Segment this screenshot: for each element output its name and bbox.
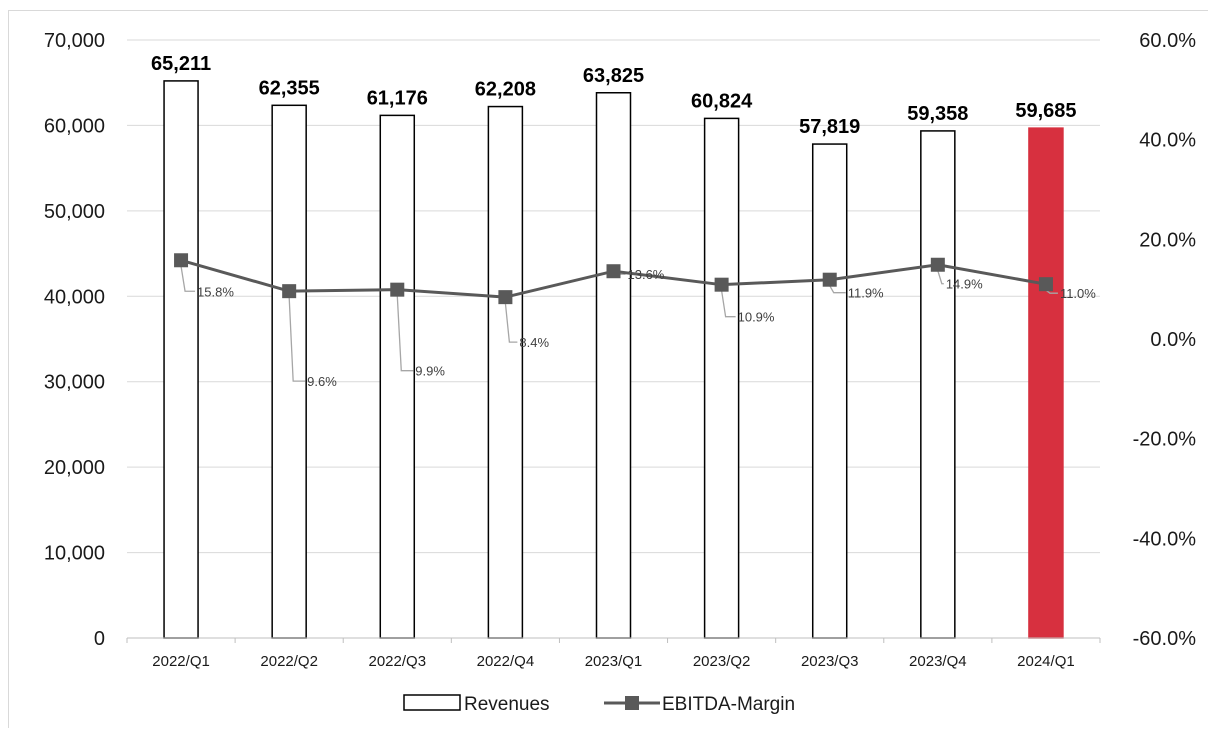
revenue-bar — [703, 117, 740, 639]
x-axis-tick-label: 2023/Q3 — [801, 653, 859, 670]
margin-leader-line — [396, 295, 414, 372]
margin-value-label: 11.9% — [848, 286, 884, 301]
margin-value-label: 11.0% — [1060, 286, 1096, 301]
margin-marker — [498, 290, 513, 305]
legend-revenues-swatch — [403, 694, 461, 711]
margin-marker — [606, 264, 621, 279]
revenue-bar — [1028, 127, 1064, 639]
x-axis-tick-label: 2023/Q1 — [585, 653, 643, 670]
revenue-bar — [487, 105, 524, 639]
margin-marker — [1038, 277, 1053, 292]
margin-marker — [282, 284, 297, 299]
revenue-bar — [595, 92, 632, 639]
revenue-value-label: 60,824 — [691, 90, 753, 112]
revenue-value-label: 65,211 — [151, 53, 211, 75]
revenue-value-label: 62,355 — [259, 77, 320, 99]
revenue-bar — [811, 143, 848, 639]
revenue-value-label: 59,358 — [907, 103, 968, 125]
revenue-bar — [163, 80, 199, 639]
margin-marker — [714, 277, 729, 292]
margin-line — [174, 253, 1053, 305]
margin-marker — [822, 272, 837, 287]
legend: Revenues EBITDA-Margin — [403, 694, 795, 715]
x-axis-tick-label: 2022/Q3 — [369, 653, 427, 670]
left-axis-tick-label: 40,000 — [44, 286, 105, 308]
data-labels: 65,211 62,355 61,176 62,208 63,825 60,824 57,8… — [151, 53, 1096, 389]
margin-leader-line — [504, 303, 518, 343]
revenue-bars — [163, 80, 1064, 639]
left-axis-tick-label: 50,000 — [44, 201, 105, 223]
margin-value-label: 9.6% — [307, 374, 337, 389]
legend-margin-label: EBITDA-Margin — [662, 694, 795, 715]
left-axis-tick-label: 60,000 — [44, 115, 105, 137]
x-axis: 2022/Q1 2022/Q2 2022/Q3 2022/Q4 2023/Q1 2023/… — [126, 637, 1101, 670]
left-axis-tick-label: 20,000 — [44, 457, 105, 479]
revenue-bar — [271, 104, 307, 639]
x-axis-tick-label: 2024/Q1 — [1017, 653, 1075, 670]
right-axis-ticks: -60.0% -40.0% -20.0% 0.0% 20.0% 40.0% 60.0% — [1133, 30, 1197, 650]
x-axis-tick-label: 2022/Q2 — [260, 653, 318, 670]
right-axis-tick-label: -40.0% — [1133, 528, 1197, 550]
margin-leader-line — [180, 266, 196, 292]
margin-leader-line — [720, 290, 736, 318]
chart-frame — [8, 10, 1208, 728]
revenue-value-label: 61,176 — [367, 87, 428, 109]
right-axis-tick-label: -60.0% — [1133, 628, 1197, 650]
left-axis-tick-label: 30,000 — [44, 372, 105, 394]
right-axis-tick-label: -20.0% — [1133, 429, 1197, 451]
revenue-bar — [920, 130, 956, 639]
margin-value-label: 9.9% — [415, 364, 445, 379]
left-axis-tick-label: 10,000 — [44, 543, 105, 565]
margin-value-label: 14.9% — [946, 277, 983, 292]
x-axis-tick-label: 2023/Q2 — [693, 653, 751, 670]
x-axis-tick-label: 2023/Q4 — [909, 653, 967, 670]
margin-marker — [390, 282, 405, 297]
margin-marker — [174, 253, 189, 268]
margin-leader-line — [937, 270, 944, 285]
left-axis-tick-label: 0 — [94, 628, 105, 650]
right-axis-tick-label: 20.0% — [1139, 229, 1196, 251]
margin-leader-line — [288, 297, 306, 382]
revenue-bar — [379, 114, 416, 639]
right-axis-tick-label: 0.0% — [1150, 329, 1196, 351]
margin-marker — [930, 257, 945, 272]
revenue-value-label: 62,208 — [475, 79, 536, 101]
right-axis-tick-label: 40.0% — [1139, 130, 1196, 152]
legend-revenues-label: Revenues — [464, 694, 550, 715]
left-axis-tick-label: 70,000 — [44, 30, 105, 52]
revenue-value-label: 57,819 — [799, 116, 860, 138]
legend-margin-marker — [625, 696, 639, 710]
revenue-value-label: 63,825 — [583, 65, 644, 87]
x-axis-tick-label: 2022/Q1 — [152, 653, 210, 670]
margin-value-label: 13.6% — [628, 267, 665, 282]
margin-value-label: 10.9% — [738, 310, 775, 325]
margin-value-label: 8.4% — [519, 335, 549, 350]
revenue-value-label: 59,685 — [1015, 100, 1076, 122]
margin-value-label: 15.8% — [197, 284, 234, 299]
right-axis-tick-label: 60.0% — [1139, 30, 1196, 52]
left-axis-ticks: 0 10,000 20,000 30,000 40,000 50,000 60,000 70,… — [44, 30, 105, 650]
x-axis-tick-label: 2022/Q4 — [477, 653, 535, 670]
margin-leader-line — [829, 285, 846, 294]
